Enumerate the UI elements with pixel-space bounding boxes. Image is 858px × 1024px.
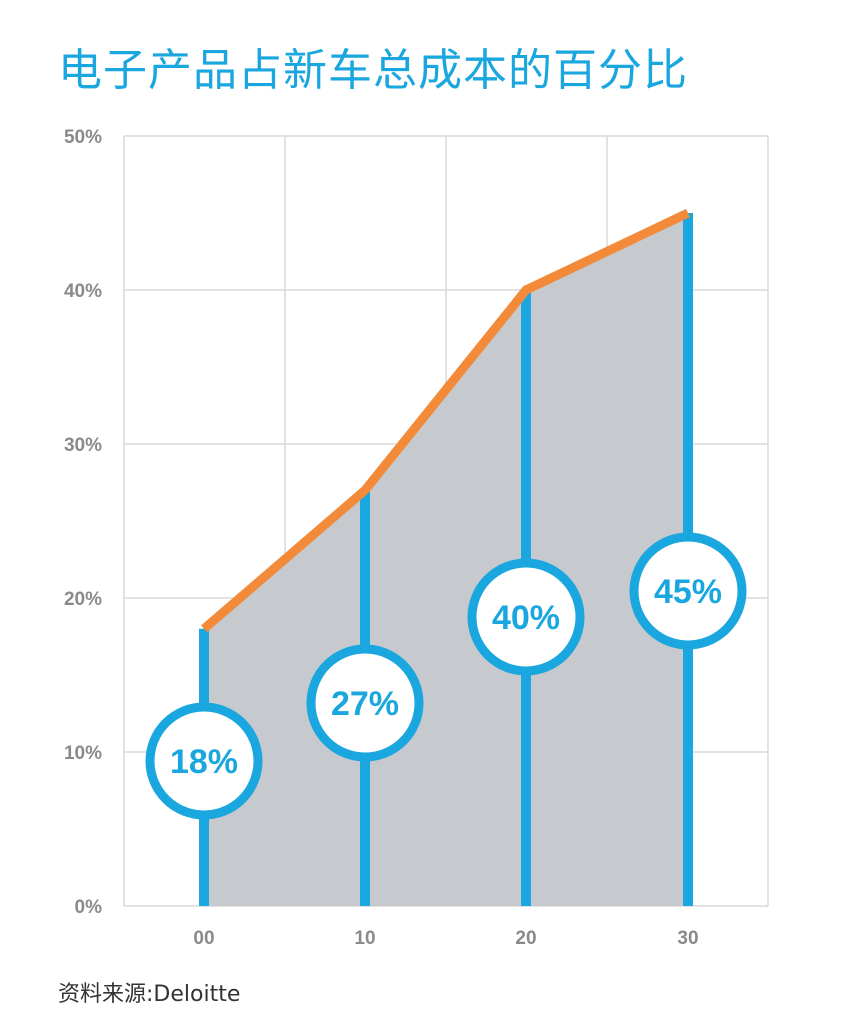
chart-title: 电子产品占新车总成本的百分比 — [58, 45, 688, 96]
value-bubble-00: 18% — [145, 702, 263, 820]
source-note: 资料来源:Deloitte — [58, 982, 241, 1007]
bubble-circle — [145, 702, 263, 820]
data-label: 18% — [170, 743, 238, 781]
y-tick-label: 50% — [64, 127, 102, 148]
series-line — [201, 208, 690, 633]
y-tick-label: 0% — [75, 897, 103, 918]
value-bubble-30: 45% — [629, 532, 747, 650]
x-tick-label: 20 — [515, 928, 536, 949]
value-bubble-10: 27% — [306, 644, 424, 762]
bubble-circle — [306, 644, 424, 762]
y-tick-label: 40% — [64, 281, 102, 302]
x-tick-label: 10 — [354, 928, 375, 949]
y-tick-label: 30% — [64, 435, 102, 456]
data-label: 27% — [331, 685, 399, 723]
value-bubble-20: 40% — [467, 558, 585, 676]
bubble-circle — [467, 558, 585, 676]
bubbles-layer: 18% 27% 40% 45% — [145, 532, 747, 820]
x-tick-label: 00 — [193, 928, 214, 949]
y-tick-label: 10% — [64, 743, 102, 764]
data-label: 45% — [654, 573, 722, 611]
line-layer — [201, 208, 690, 633]
y-axis: 0% 10% 20% 30% 40% 50% — [64, 127, 102, 918]
data-label: 40% — [492, 599, 560, 637]
x-tick-label: 30 — [677, 928, 698, 949]
bubble-circle — [629, 532, 747, 650]
y-tick-label: 20% — [64, 589, 102, 610]
x-axis: 00 10 20 30 — [193, 928, 698, 949]
